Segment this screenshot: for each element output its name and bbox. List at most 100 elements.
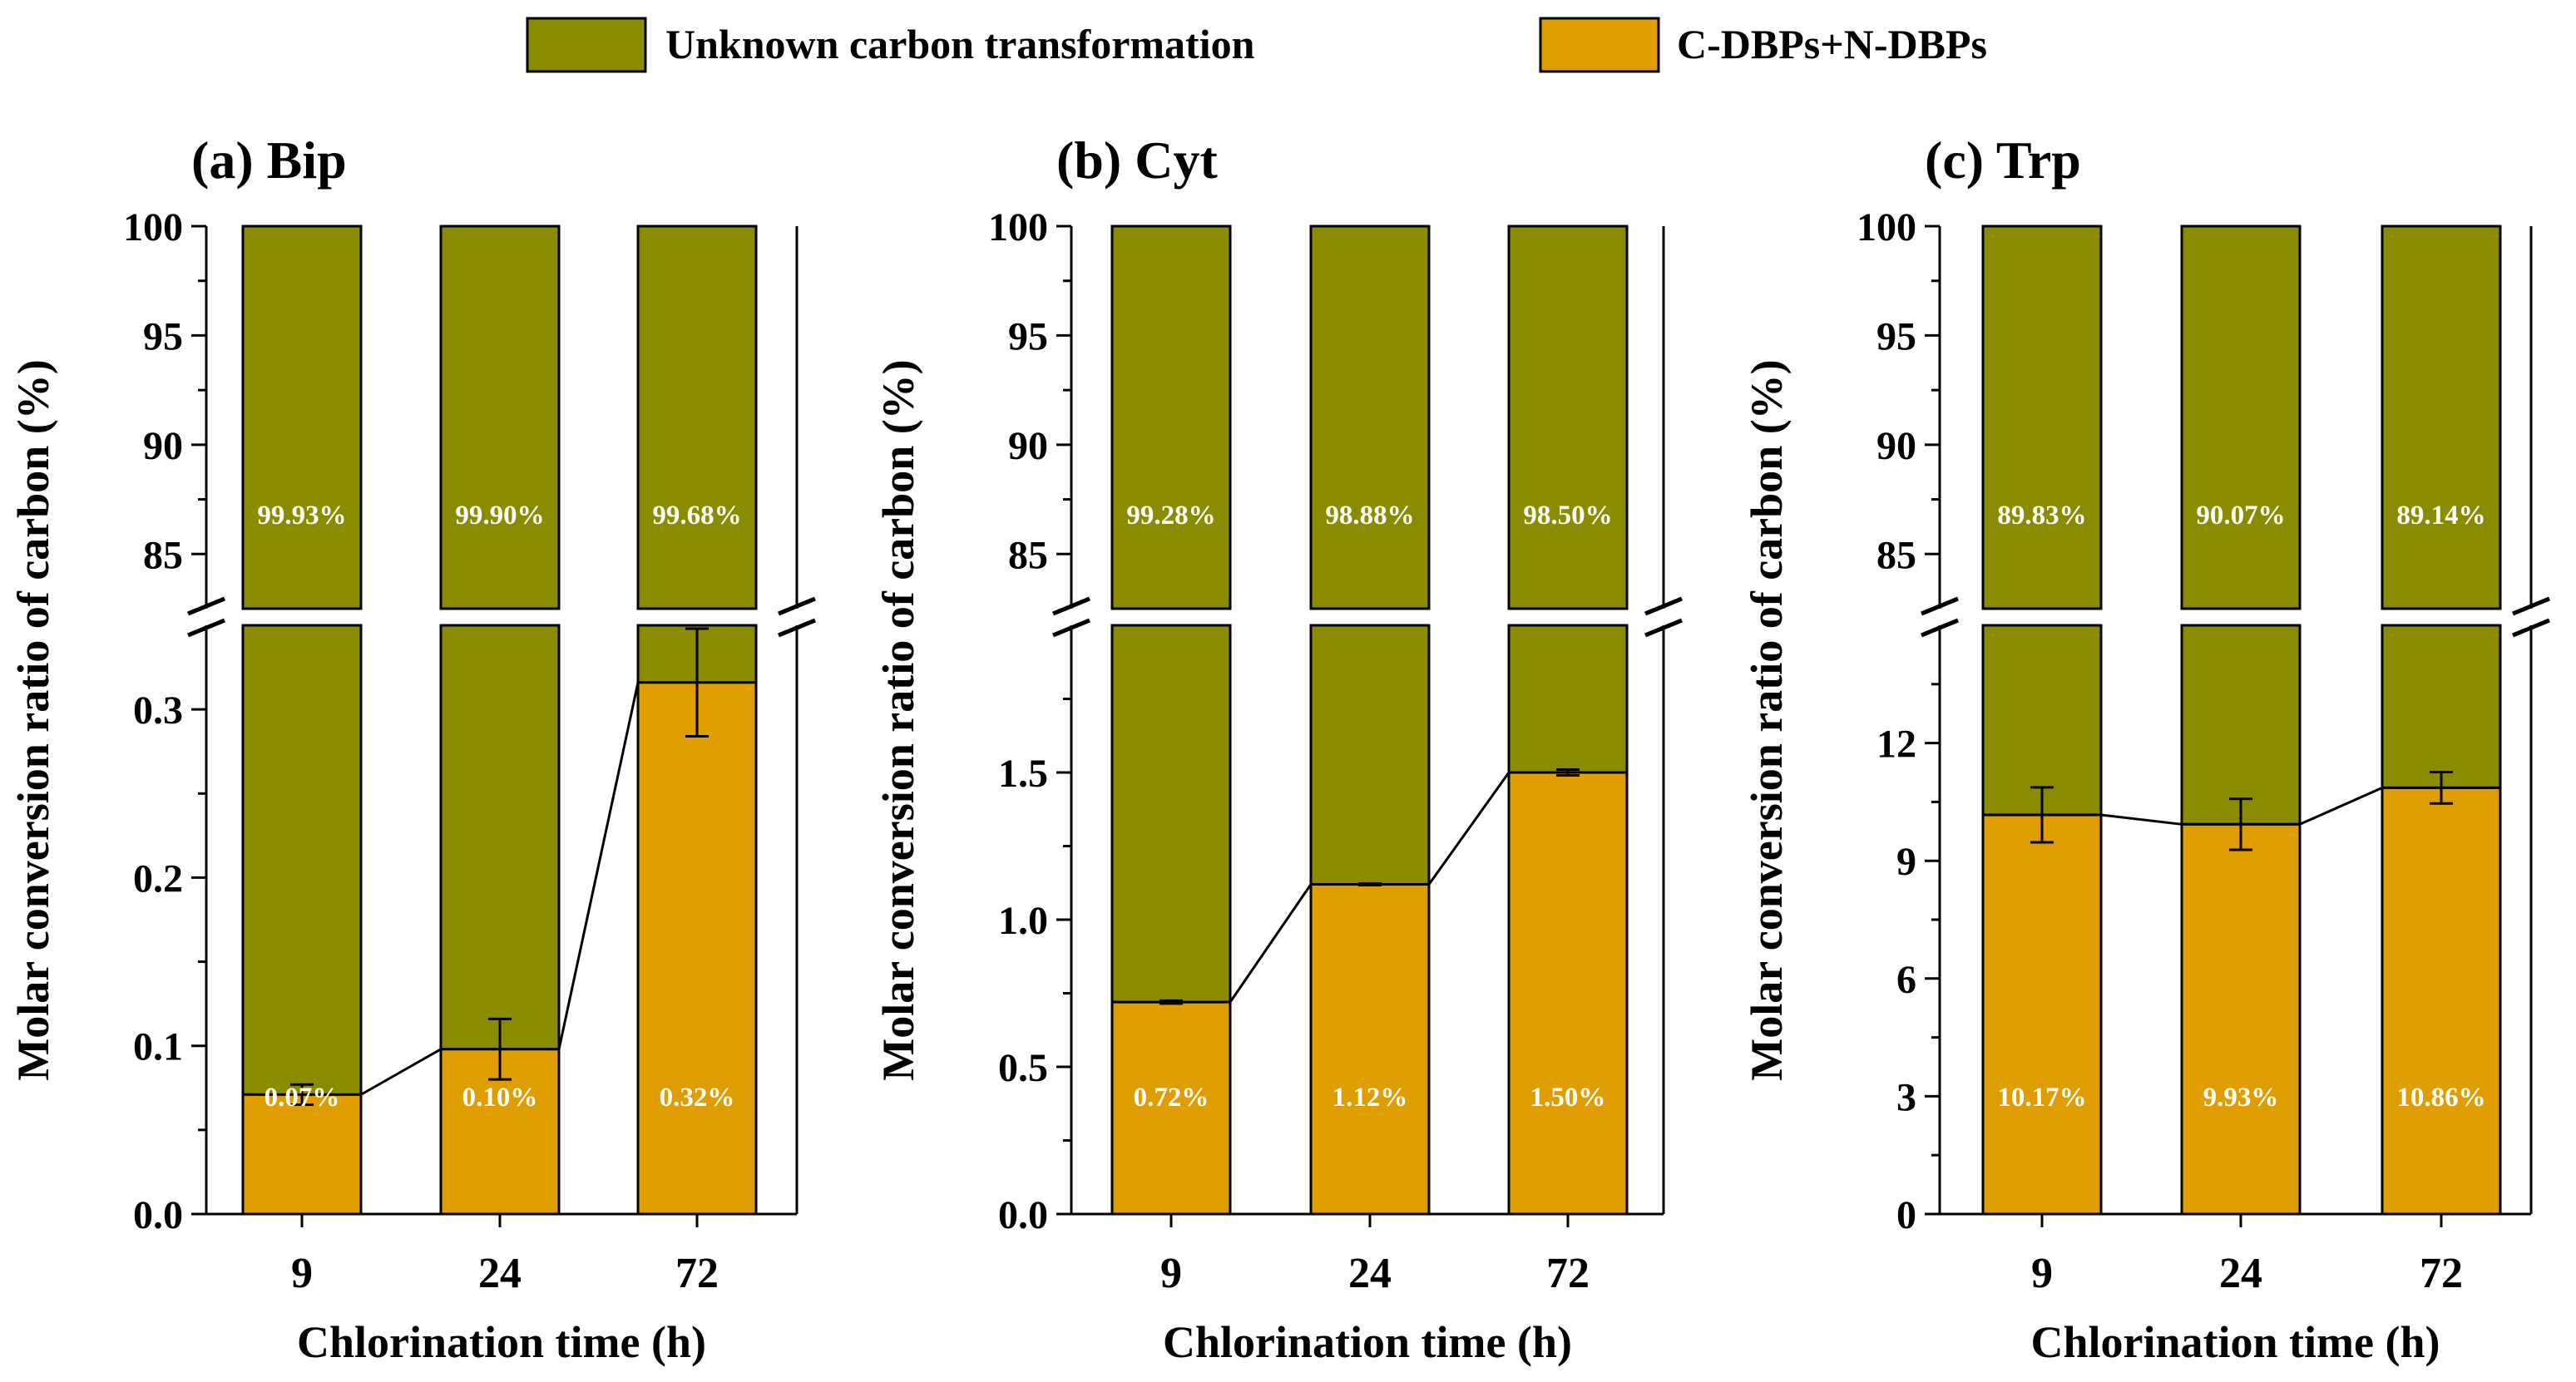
trend-line (2100, 787, 2383, 826)
bar-dbps-72 (1507, 771, 1629, 1216)
x-tick-label-72: 72 (1546, 1250, 1590, 1297)
y-tick-label-lower: 3 (1896, 1075, 1916, 1119)
bar-unknown-upper-72 (636, 225, 758, 610)
x-tick-label-9: 9 (1160, 1250, 1182, 1297)
bar-unknown-upper-9 (1110, 225, 1232, 610)
bar-unknown-lower-72 (1507, 624, 1629, 774)
label-dbps-24: 9.93% (2203, 1083, 2279, 1113)
bar-unknown-upper-9 (1981, 225, 2103, 610)
y-tick-label-lower: 0.3 (133, 689, 183, 733)
y-tick-label-upper: 90 (143, 424, 183, 468)
bar-unknown-lower-72 (2381, 624, 2502, 789)
y-tick-label-lower: 0.0 (998, 1193, 1048, 1237)
trend-line (360, 682, 640, 1096)
axis-break-mark (2512, 596, 2550, 616)
label-unknown-9: 89.83% (1997, 501, 2086, 531)
label-unknown-24: 99.90% (455, 501, 544, 531)
x-tick-label-24: 24 (478, 1250, 522, 1297)
axis-break-mark (1921, 618, 1959, 638)
bar-unknown-lower-24 (439, 624, 561, 1051)
label-dbps-72: 1.50% (1530, 1083, 1606, 1113)
panel-title: (a) Bip (191, 131, 347, 190)
bar-dbps-9 (1110, 1000, 1232, 1216)
bar-unknown-upper-24 (2180, 225, 2302, 610)
bar-dbps-24 (2180, 822, 2302, 1216)
label-dbps-72: 10.86% (2396, 1083, 2485, 1113)
bar-dbps-9 (241, 1093, 363, 1216)
label-dbps-9: 10.17% (1997, 1083, 2086, 1113)
bar-dbps-9 (1981, 813, 2103, 1216)
legend: Unknown carbon transformation C-DBPs+N-D… (526, 17, 1987, 73)
y-tick-label-upper: 90 (1876, 424, 1916, 468)
y-tick-label-upper: 100 (1857, 205, 1916, 249)
bar-unknown-lower-9 (241, 624, 363, 1096)
trend-line (1229, 772, 1510, 1003)
bar-unknown-upper-24 (1309, 225, 1431, 610)
legend-swatch-unknown (526, 17, 647, 73)
axis-break-mark (1052, 618, 1090, 638)
y-axis-label: Molar conversion ratio of carbon (%) (8, 359, 58, 1080)
y-tick-label-lower: 0.0 (133, 1193, 183, 1237)
y-tick-label-lower: 0.5 (998, 1046, 1048, 1090)
panel-title: (b) Cyt (1056, 131, 1218, 190)
y-tick-label-upper: 95 (1876, 314, 1916, 358)
axis-break-mark (1052, 596, 1090, 616)
label-unknown-72: 98.50% (1523, 501, 1612, 531)
x-axis-label: Chlorination time (h) (1163, 1317, 1572, 1367)
y-tick-label-lower: 0 (1896, 1193, 1916, 1237)
bar-dbps-72 (636, 681, 758, 1216)
label-unknown-72: 89.14% (2396, 501, 2485, 531)
label-unknown-24: 90.07% (2196, 501, 2285, 531)
x-tick-label-24: 24 (1348, 1250, 1392, 1297)
y-axis-label: Molar conversion ratio of carbon (%) (1742, 359, 1792, 1080)
axis-break-mark (1921, 596, 1959, 616)
label-dbps-72: 0.32% (660, 1083, 735, 1113)
bar-unknown-lower-24 (2180, 624, 2302, 826)
legend-label-unknown: Unknown carbon transformation (665, 21, 1255, 67)
label-dbps-24: 1.12% (1332, 1083, 1408, 1113)
panel-1: 0.72% 99.28% 9 1.12% 98.88% 24 1.50% 98.50% 72 0.… (873, 131, 1683, 1367)
axis-break-mark (187, 596, 225, 616)
bar-unknown-lower-9 (1110, 624, 1232, 1004)
label-unknown-9: 99.28% (1126, 501, 1215, 531)
axis-break-mark (778, 618, 816, 638)
y-tick-label-upper: 85 (1876, 533, 1916, 577)
x-tick-label-9: 9 (291, 1250, 313, 1297)
axis-break-mark (2512, 618, 2550, 638)
y-tick-label-upper: 85 (1008, 533, 1048, 577)
bar-unknown-lower-9 (1981, 624, 2103, 817)
panel-2: 10.17% 89.83% 9 9.93% 90.07% 24 10.86% 89.14% 72… (1742, 131, 2550, 1367)
y-tick-label-upper: 90 (1008, 424, 1048, 468)
label-unknown-72: 99.68% (652, 501, 741, 531)
bar-dbps-24 (1309, 883, 1431, 1216)
axis-break-mark (187, 618, 225, 638)
y-tick-label-lower: 6 (1896, 958, 1916, 1002)
label-dbps-9: 0.72% (1134, 1083, 1209, 1113)
y-tick-label-lower: 0.1 (133, 1025, 183, 1069)
bar-unknown-upper-72 (1507, 225, 1629, 610)
bar-unknown-upper-9 (241, 225, 363, 610)
bar-unknown-upper-72 (2381, 225, 2502, 610)
y-tick-label-lower: 1.0 (998, 899, 1048, 943)
panels: 0.07%99.93%90.10%99.90%240.32%99.68%720.… (8, 131, 2550, 1367)
y-axis-label: Molar conversion ratio of carbon (%) (873, 359, 923, 1080)
bar-unknown-lower-24 (1309, 624, 1431, 886)
bar-dbps-72 (2381, 786, 2502, 1216)
y-tick-label-upper: 100 (988, 205, 1048, 249)
x-tick-label-24: 24 (2219, 1250, 2262, 1297)
axis-break-mark (1644, 618, 1683, 638)
label-dbps-9: 0.07% (265, 1083, 340, 1113)
y-tick-label-upper: 95 (1008, 314, 1048, 358)
legend-label-dbps: C-DBPs+N-DBPs (1677, 21, 1987, 67)
axis-break-mark (1644, 596, 1683, 616)
y-tick-label-upper: 85 (143, 533, 183, 577)
label-unknown-24: 98.88% (1325, 501, 1414, 531)
y-tick-label-lower: 0.2 (133, 856, 183, 901)
label-unknown-9: 99.93% (257, 501, 346, 531)
x-axis-label: Chlorination time (h) (2031, 1317, 2440, 1367)
x-tick-label-72: 72 (675, 1250, 719, 1297)
legend-swatch-dbps (1539, 17, 1660, 73)
y-tick-label-lower: 9 (1896, 840, 1916, 884)
y-tick-label-lower: 1.5 (998, 752, 1048, 796)
